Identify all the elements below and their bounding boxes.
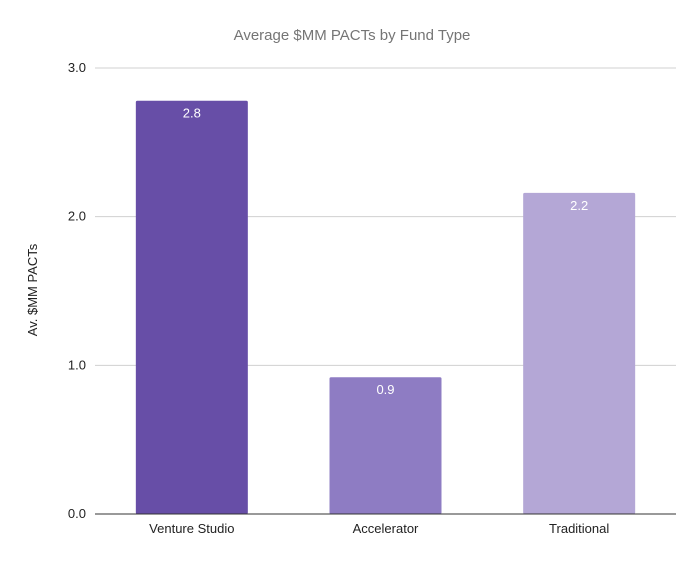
y-tick-label: 2.0 [68,209,86,224]
x-tick-label: Venture Studio [149,521,234,536]
data-label: 0.9 [376,382,394,397]
x-tick-label: Accelerator [353,521,419,536]
data-label: 2.8 [183,106,201,121]
bar [135,100,248,514]
y-axis-label: Av. $MM PACTs [25,243,40,336]
bar [523,192,636,514]
bars: 2.8 Venture Studio 0.9 Accelerator 2.2 Tradit… [135,100,636,536]
bar [329,377,442,514]
x-tick-label: Traditional [549,521,609,536]
chart-title: Average $MM PACTs by Fund Type [234,27,471,44]
y-tick-label: 0.0 [68,506,86,521]
data-label: 2.2 [570,198,588,213]
y-tick-label: 1.0 [68,357,86,372]
y-tick-label: 3.0 [68,60,86,75]
